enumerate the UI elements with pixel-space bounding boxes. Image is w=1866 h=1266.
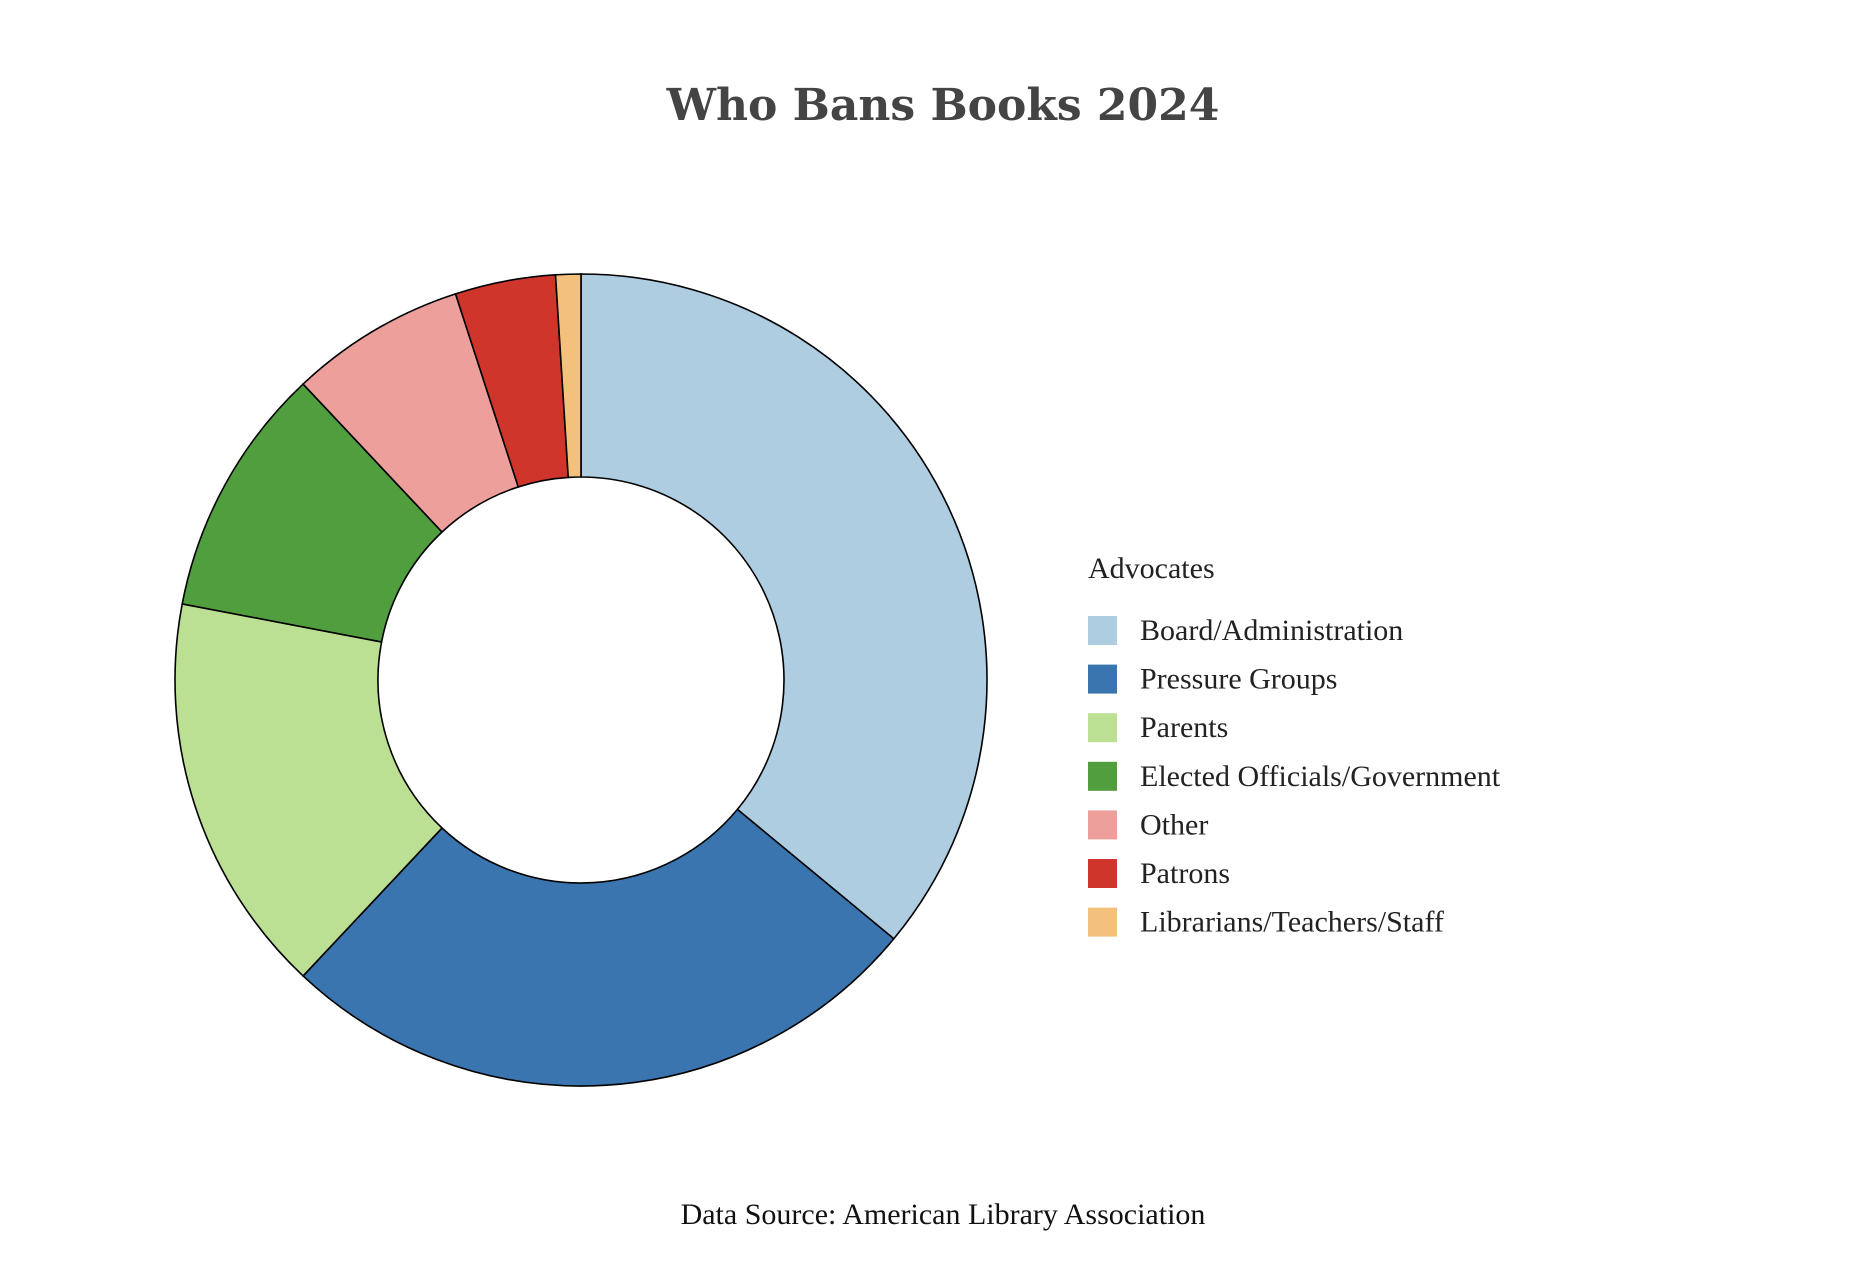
legend-swatch [1088,859,1117,888]
legend-label: Board/Administration [1140,614,1403,647]
legend-item-other[interactable]: Other [1088,808,1208,841]
legend-items: Board/Administration Pressure Groups Paren… [1088,614,1501,939]
legend-item-patrons[interactable]: Patrons [1088,857,1230,890]
legend: Advocates Board/Administration Pressure G… [1088,552,1501,939]
legend-label: Other [1140,808,1208,841]
legend-item-parents[interactable]: Parents [1088,711,1228,744]
legend-label: Librarians/Teachers/Staff [1140,906,1444,939]
donut-slices [174,273,988,1087]
legend-swatch [1088,810,1117,840]
legend-label: Elected Officials/Government [1140,760,1501,793]
legend-swatch [1088,616,1117,645]
slice-librarians-teachers-staff [554,273,582,479]
slice-board-administration [580,273,988,940]
legend-label: Parents [1140,711,1228,744]
chart-title: Who Bans Books 2024 [666,80,1220,131]
legend-swatch [1088,907,1117,937]
legend-title: Advocates [1088,552,1215,585]
legend-item-librarians-teachers-staff[interactable]: Librarians/Teachers/Staff [1088,906,1444,939]
slice-parents [174,602,444,978]
legend-swatch [1088,664,1117,694]
legend-swatch [1088,761,1117,791]
legend-label: Patrons [1140,857,1230,890]
legend-label: Pressure Groups [1140,663,1337,696]
legend-item-elected-officials-government[interactable]: Elected Officials/Government [1088,760,1501,793]
legend-swatch [1088,713,1117,743]
legend-item-board-administration[interactable]: Board/Administration [1088,614,1403,647]
data-source-note: Data Source: American Library Associatio… [681,1198,1206,1231]
legend-item-pressure-groups[interactable]: Pressure Groups [1088,663,1337,696]
slice-pressure-groups [301,808,895,1087]
slice-elected-officials-government [181,382,444,643]
